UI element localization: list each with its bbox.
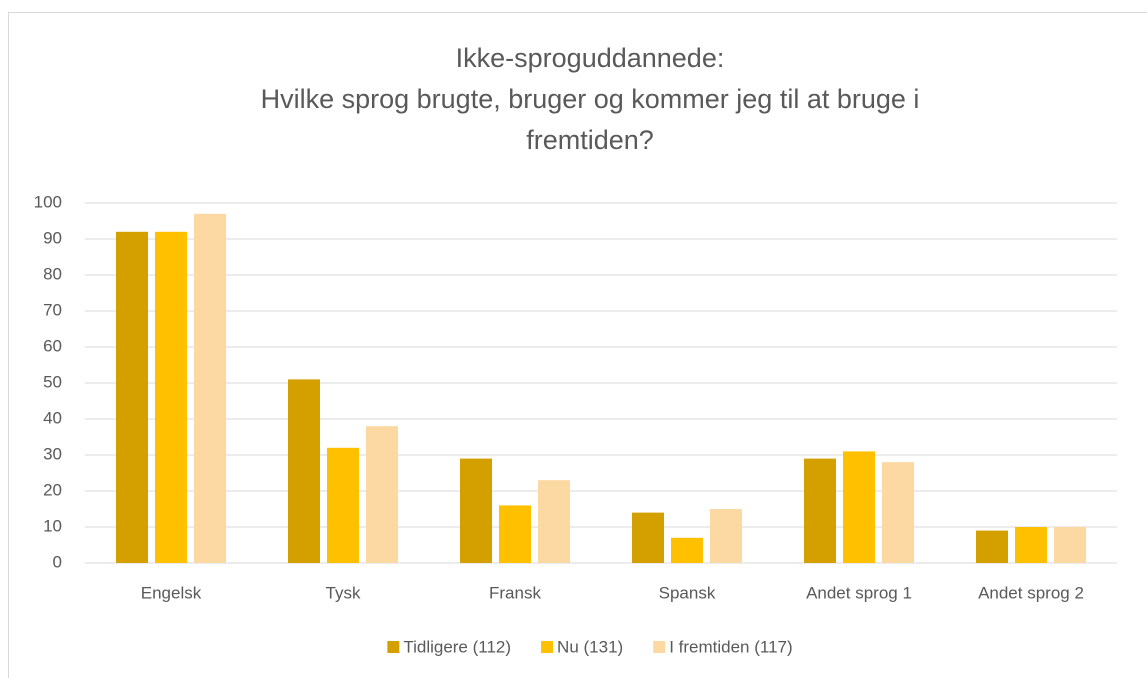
- bar: [194, 213, 226, 564]
- legend-label: I fremtiden (117): [669, 637, 792, 656]
- bar: [327, 447, 359, 563]
- bar: [155, 231, 187, 564]
- chart-title: fremtiden?: [526, 125, 654, 155]
- y-tick-label: 0: [53, 552, 62, 571]
- legend-label: Tidligere (112): [403, 637, 511, 656]
- y-tick-label: 100: [34, 192, 62, 211]
- y-tick-label: 30: [43, 444, 62, 463]
- legend-swatch: [653, 641, 666, 653]
- y-tick-label: 20: [43, 480, 62, 499]
- chart-title: Ikke-sproguddannede:: [456, 43, 725, 73]
- legend-swatch: [387, 641, 400, 653]
- bar: [976, 530, 1008, 563]
- y-tick-label: 40: [43, 408, 62, 427]
- bar: [499, 505, 531, 563]
- x-tick-label: Andet sprog 1: [806, 583, 912, 602]
- bar: [804, 458, 836, 563]
- x-tick-label: Andet sprog 2: [978, 583, 1084, 602]
- bar: [710, 509, 742, 563]
- x-tick-label: Tysk: [326, 583, 361, 602]
- y-tick-label: 60: [43, 336, 62, 355]
- chart-title: Hvilke sprog brugte, bruger og kommer je…: [261, 84, 920, 114]
- legend-swatch: [541, 641, 554, 653]
- bar: [882, 462, 914, 563]
- bar: [843, 451, 875, 563]
- y-tick-label: 80: [43, 264, 62, 283]
- x-tick-label: Fransk: [489, 583, 541, 602]
- y-tick-label: 90: [43, 228, 62, 247]
- bar: [538, 480, 570, 563]
- bar: [288, 379, 320, 563]
- bar: [671, 537, 703, 563]
- legend-label: Nu (131): [557, 637, 623, 656]
- y-tick-label: 70: [43, 300, 62, 319]
- bar: [460, 458, 492, 563]
- x-tick-label: Engelsk: [141, 583, 202, 602]
- bar: [1054, 527, 1086, 563]
- bar: [116, 231, 148, 564]
- bar: [632, 512, 664, 563]
- y-tick-label: 10: [43, 516, 62, 535]
- bar: [1015, 527, 1047, 563]
- x-tick-label: Spansk: [659, 583, 716, 602]
- y-tick-label: 50: [43, 372, 62, 391]
- bar: [366, 426, 398, 563]
